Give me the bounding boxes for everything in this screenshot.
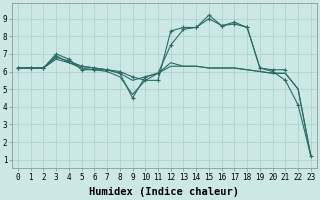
X-axis label: Humidex (Indice chaleur): Humidex (Indice chaleur) <box>89 187 239 197</box>
